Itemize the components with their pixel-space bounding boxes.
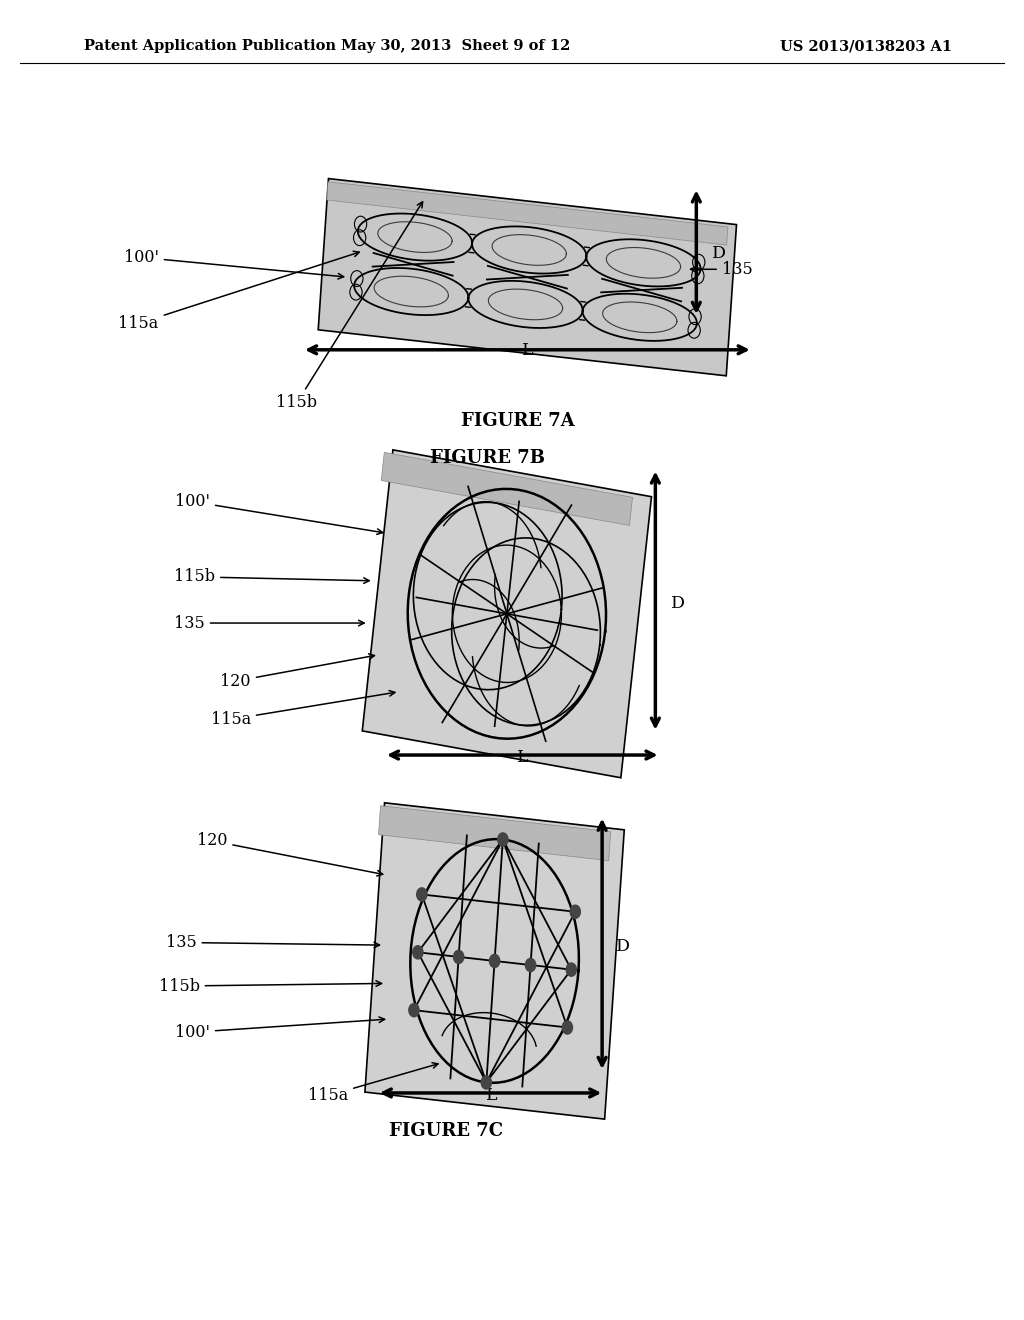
Circle shape [417,888,427,902]
Text: 120: 120 [197,833,383,876]
Text: 120: 120 [220,653,375,689]
Text: 135: 135 [174,615,365,631]
Circle shape [481,1076,492,1089]
Polygon shape [379,805,610,861]
Circle shape [525,958,536,972]
Text: 115a: 115a [308,1063,438,1104]
Circle shape [570,906,581,919]
Text: D: D [671,595,685,611]
Polygon shape [327,182,728,246]
Text: May 30, 2013  Sheet 9 of 12: May 30, 2013 Sheet 9 of 12 [341,40,570,53]
Circle shape [498,833,508,846]
Text: 115b: 115b [159,978,382,994]
Circle shape [562,1020,572,1034]
Text: L: L [521,342,534,359]
Text: 115b: 115b [174,569,370,585]
Circle shape [413,945,423,958]
Text: FIGURE 7B: FIGURE 7B [430,449,545,467]
Polygon shape [318,178,736,376]
Text: 100': 100' [175,494,383,535]
Text: L: L [516,748,528,766]
Polygon shape [362,450,651,777]
Circle shape [566,964,577,977]
Text: Patent Application Publication: Patent Application Publication [84,40,336,53]
Text: 115b: 115b [276,202,423,411]
Polygon shape [365,803,625,1119]
Polygon shape [381,453,633,525]
Text: 135: 135 [166,935,380,950]
Text: 115a: 115a [119,251,359,331]
Circle shape [409,1003,419,1016]
Text: 135: 135 [690,261,753,277]
Text: FIGURE 7C: FIGURE 7C [389,1122,503,1140]
Text: L: L [485,1086,498,1104]
Text: D: D [712,246,726,261]
Text: US 2013/0138203 A1: US 2013/0138203 A1 [780,40,952,53]
Text: 100': 100' [175,1016,385,1040]
Text: D: D [616,939,631,954]
Text: FIGURE 7A: FIGURE 7A [461,412,574,430]
Text: 100': 100' [124,249,344,279]
Circle shape [489,954,500,968]
Text: 115a: 115a [211,690,395,727]
Circle shape [454,950,464,964]
